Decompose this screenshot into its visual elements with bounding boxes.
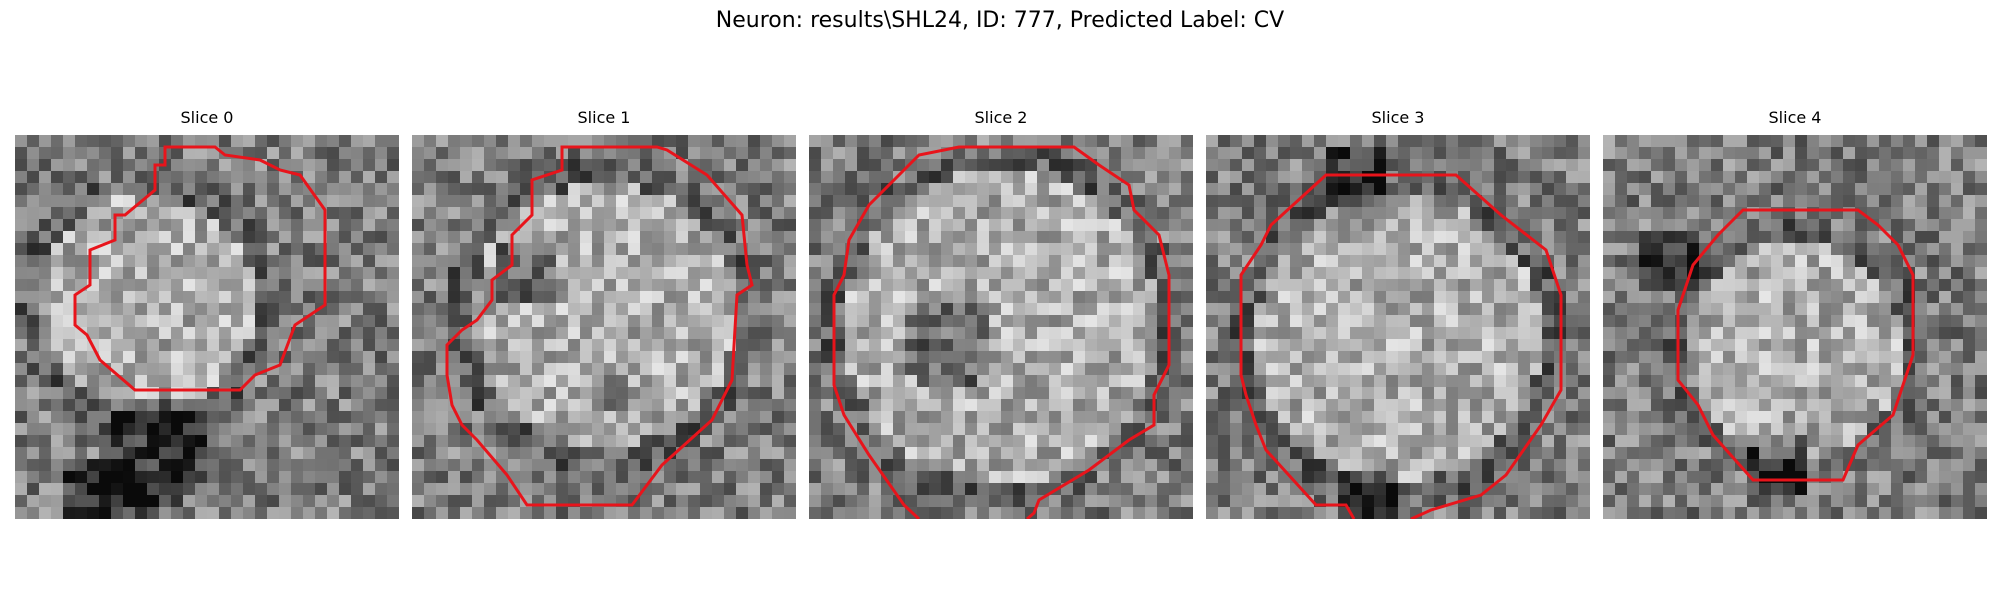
segmentation-contour (445, 145, 754, 507)
slice-title: Slice 4 (1768, 108, 1822, 127)
segmentation-contour (1676, 208, 1915, 482)
slice-image-1 (412, 135, 796, 519)
segmentation-contour (73, 145, 327, 392)
segmentation-contour (832, 145, 1171, 519)
slice-image-0 (15, 135, 399, 519)
slice-image-2 (809, 135, 1193, 519)
slice-title: Slice 3 (1371, 108, 1425, 127)
slice-title: Slice 1 (577, 108, 631, 127)
slice-title: Slice 2 (974, 108, 1028, 127)
slice-image-3 (1206, 135, 1590, 519)
figure-title: Neuron: results\SHL24, ID: 777, Predicte… (715, 8, 1285, 33)
segmentation-contour (1239, 173, 1563, 519)
slice-image-4 (1603, 135, 1987, 519)
slice-title: Slice 0 (180, 108, 234, 127)
